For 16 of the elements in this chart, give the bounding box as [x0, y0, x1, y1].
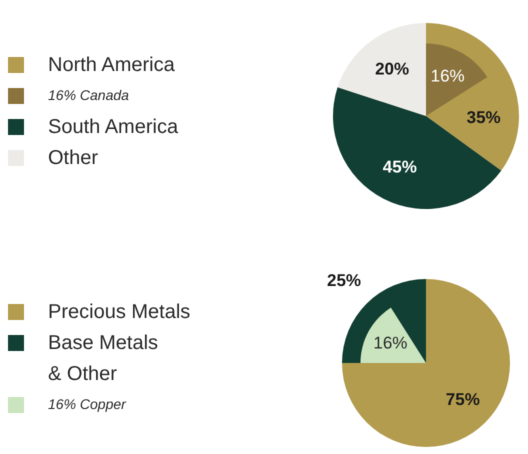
- legend-label: North America: [48, 54, 176, 76]
- data-label: 16%: [430, 66, 465, 86]
- pie-slice: [338, 23, 426, 116]
- legend-label: 16% Copper: [48, 396, 128, 412]
- data-label: 16%: [373, 333, 408, 352]
- data-label: 35%: [466, 108, 501, 127]
- legend-label: 16% Canada: [48, 87, 130, 103]
- legend-label: Other: [48, 147, 98, 169]
- legend-label: Precious Metals: [48, 301, 190, 323]
- data-label: 75%: [446, 390, 480, 409]
- data-label: 20%: [375, 59, 410, 78]
- data-label: 45%: [382, 157, 417, 176]
- legend-label: South America: [48, 116, 179, 138]
- legend-label: Base Metals & Other: [48, 332, 158, 385]
- data-label: 25%: [327, 271, 362, 290]
- pie-slice: [333, 87, 502, 209]
